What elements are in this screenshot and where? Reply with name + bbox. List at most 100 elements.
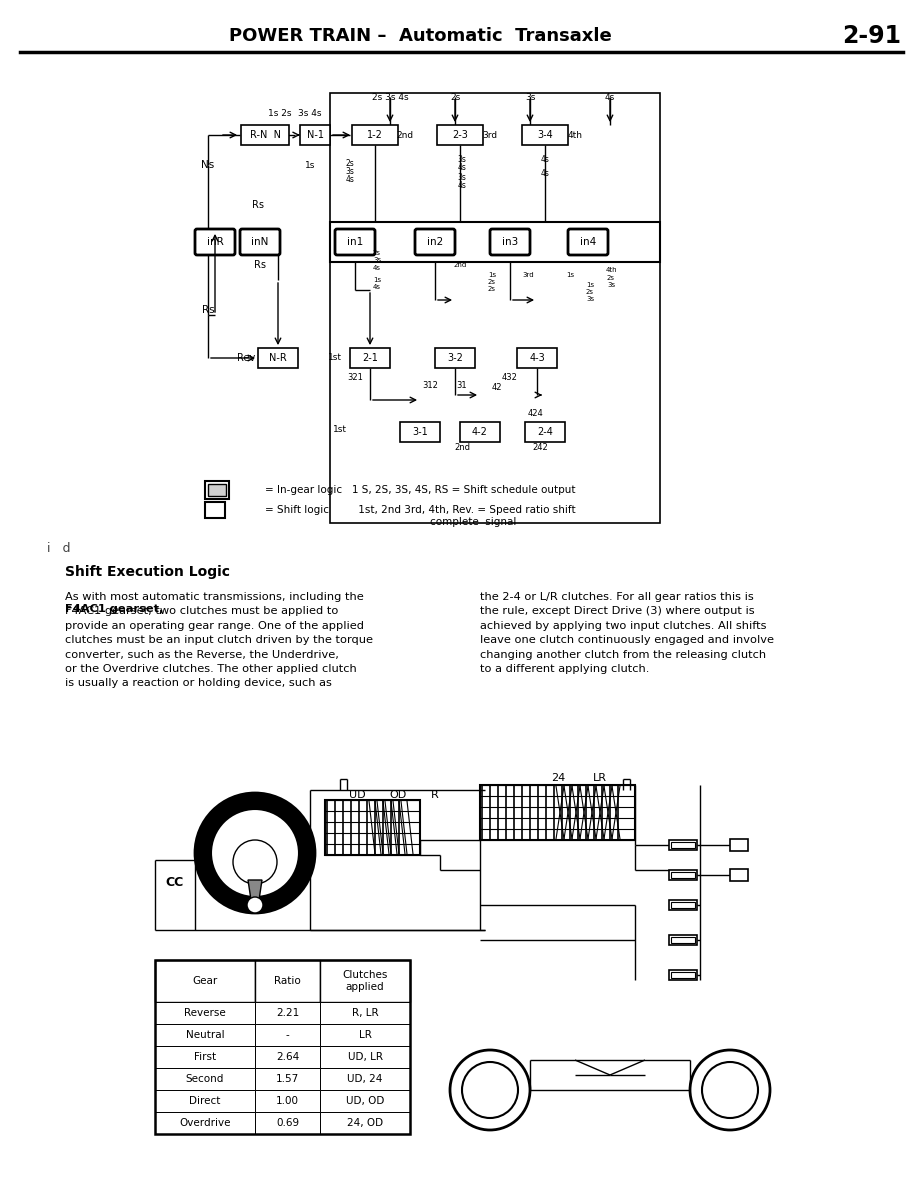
Text: 2s: 2s: [345, 158, 354, 168]
Text: First: First: [194, 1052, 216, 1062]
Bar: [241, 125, 289, 145]
Text: OD: OD: [390, 790, 407, 800]
Text: 2-91: 2-91: [843, 24, 902, 48]
Circle shape: [462, 1062, 518, 1118]
Text: POWER TRAIN –  Automatic  Transaxle: POWER TRAIN – Automatic Transaxle: [229, 26, 611, 44]
Bar: [255, 1090, 320, 1112]
Bar: [155, 1068, 255, 1090]
Text: 1st: 1st: [328, 354, 342, 362]
Bar: [352, 125, 398, 145]
Bar: [669, 970, 697, 980]
Bar: [669, 840, 697, 850]
Text: 432: 432: [502, 373, 518, 383]
Bar: [320, 1112, 410, 1134]
Text: 3-4: 3-4: [537, 130, 553, 140]
Text: Second: Second: [186, 1074, 224, 1084]
Text: 2s: 2s: [586, 289, 594, 295]
Text: 1s 2s: 1s 2s: [269, 108, 292, 118]
Text: UD, 24: UD, 24: [347, 1074, 383, 1084]
Text: 4s: 4s: [541, 168, 549, 178]
Text: 3s: 3s: [373, 257, 381, 263]
Bar: [155, 1046, 255, 1068]
Text: 3s: 3s: [458, 174, 466, 182]
Text: N-1: N-1: [306, 130, 323, 140]
Text: 3s: 3s: [525, 92, 535, 102]
Text: 2-1: 2-1: [362, 353, 378, 362]
Bar: [325, 800, 420, 854]
Circle shape: [211, 809, 299, 898]
Bar: [320, 1024, 410, 1046]
Text: 31: 31: [457, 380, 467, 390]
Bar: [330, 92, 660, 523]
Text: inR: inR: [207, 236, 223, 247]
Text: Clutches
applied: Clutches applied: [342, 970, 388, 991]
Text: R, LR: R, LR: [352, 1008, 378, 1018]
Text: 4th: 4th: [568, 131, 582, 139]
Text: 42: 42: [492, 384, 502, 392]
Bar: [320, 1046, 410, 1068]
Text: 24: 24: [551, 773, 565, 782]
Bar: [671, 872, 695, 878]
Text: 2s: 2s: [450, 92, 461, 102]
Bar: [258, 348, 298, 368]
FancyBboxPatch shape: [240, 229, 280, 254]
Bar: [437, 125, 483, 145]
Text: LR: LR: [358, 1030, 371, 1040]
Text: 2nd: 2nd: [397, 131, 414, 139]
Text: 3s: 3s: [586, 296, 594, 302]
Text: 2-4: 2-4: [537, 427, 553, 437]
Text: i   d: i d: [47, 541, 70, 554]
Text: 4s: 4s: [458, 180, 466, 190]
Text: 2.64: 2.64: [276, 1052, 299, 1062]
Bar: [525, 422, 565, 442]
Bar: [208, 484, 226, 496]
Text: = Shift logic         1st, 2nd 3rd, 4th, Rev. = Speed ratio shift: = Shift logic 1st, 2nd 3rd, 4th, Rev. = …: [265, 505, 576, 515]
Text: 3s: 3s: [458, 156, 466, 164]
Text: 3-1: 3-1: [413, 427, 428, 437]
Text: UD: UD: [349, 790, 366, 800]
Text: 4s: 4s: [458, 162, 466, 172]
Text: 4-3: 4-3: [529, 353, 545, 362]
Bar: [460, 422, 500, 442]
Bar: [155, 960, 255, 1002]
Bar: [255, 1112, 320, 1134]
Text: 3rd: 3rd: [522, 272, 533, 278]
Circle shape: [690, 1050, 770, 1130]
Text: 424: 424: [527, 408, 543, 418]
Bar: [400, 422, 440, 442]
FancyBboxPatch shape: [195, 229, 235, 254]
Text: As with most automatic transmissions, including the
F4AC1 gearset, two clutches : As with most automatic transmissions, in…: [65, 592, 373, 689]
Text: 1s: 1s: [586, 282, 594, 288]
Bar: [320, 1002, 410, 1024]
Bar: [205, 502, 225, 518]
Bar: [517, 348, 557, 368]
Bar: [730, 869, 748, 881]
Bar: [350, 348, 390, 368]
Text: -: -: [285, 1030, 290, 1040]
Bar: [671, 937, 695, 943]
Text: in3: in3: [502, 236, 518, 247]
Text: 1.00: 1.00: [276, 1096, 299, 1106]
Bar: [255, 960, 320, 1002]
FancyBboxPatch shape: [335, 229, 375, 254]
Circle shape: [702, 1062, 758, 1118]
Text: UD, OD: UD, OD: [346, 1096, 384, 1106]
Text: CC: CC: [166, 876, 184, 888]
Text: 0.69: 0.69: [276, 1118, 299, 1128]
Text: 3s 4s: 3s 4s: [298, 108, 322, 118]
Bar: [330, 222, 660, 262]
Bar: [669, 870, 697, 880]
Bar: [671, 902, 695, 908]
Text: 2.21: 2.21: [276, 1008, 299, 1018]
Text: Neutral: Neutral: [186, 1030, 224, 1040]
Text: 3s: 3s: [607, 282, 615, 288]
Text: 4s: 4s: [373, 265, 381, 271]
Circle shape: [450, 1050, 530, 1130]
Circle shape: [247, 898, 263, 913]
Text: 1s: 1s: [373, 277, 381, 283]
Bar: [480, 785, 635, 840]
Bar: [255, 1002, 320, 1024]
Text: 3rd: 3rd: [483, 131, 497, 139]
Text: 1s: 1s: [566, 272, 574, 278]
Text: 4s: 4s: [541, 156, 549, 164]
